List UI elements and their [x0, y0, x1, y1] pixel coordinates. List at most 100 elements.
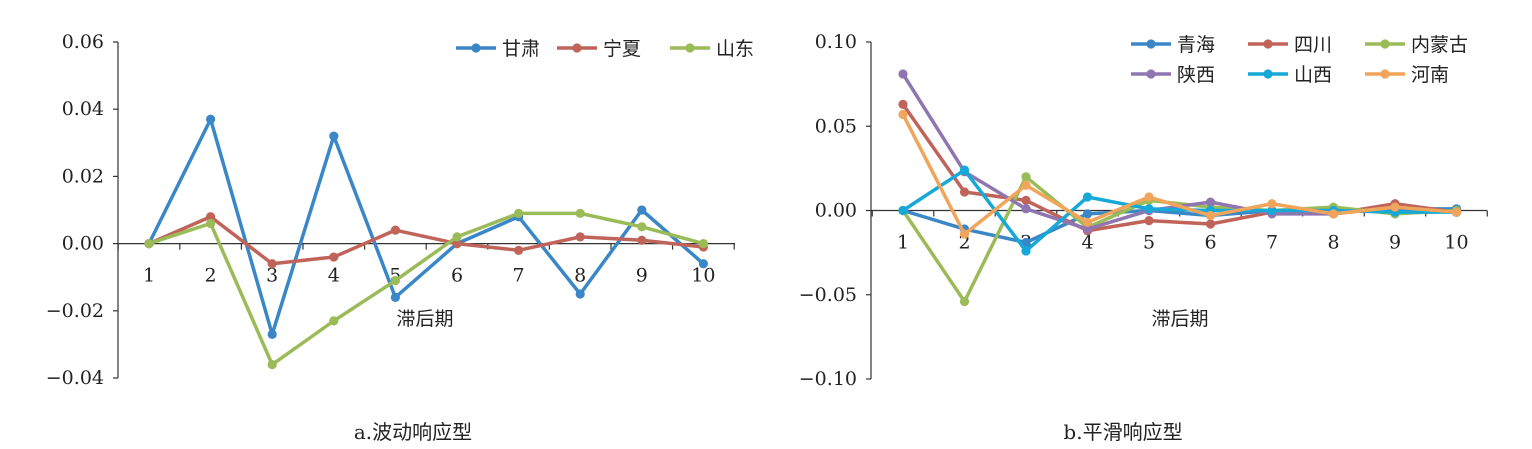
y-tick-label-b: 0.00: [815, 200, 857, 222]
data-point-b-4: [1021, 246, 1031, 256]
data-point-b-4: [1267, 205, 1277, 216]
data-point-b-3: [898, 69, 908, 79]
data-point-b-4: [959, 165, 970, 175]
caption-a: a.波动响应型: [354, 420, 472, 444]
series-line-a-0: [147, 117, 705, 337]
y-tick-label-b: −0.10: [799, 368, 857, 390]
x-tick-label-b: 6: [1204, 232, 1216, 254]
x-axis-title-a: 滞后期: [396, 308, 453, 330]
data-point-b-5: [1390, 202, 1400, 212]
legend-label-b-0: 青海: [1177, 34, 1215, 56]
data-point-b-2: [1021, 172, 1031, 182]
x-tick-label-b: 5: [1143, 232, 1155, 254]
x-tick-label-a: 6: [451, 265, 463, 287]
x-axis-title-b: 滞后期: [1151, 308, 1208, 330]
data-point-b-0: [1021, 237, 1031, 248]
data-point-a-2: [390, 275, 400, 286]
data-point-b-4: [1082, 192, 1093, 202]
data-point-b-5: [1205, 210, 1216, 221]
data-point-b-1: [898, 99, 908, 109]
legend-label-a-2: 山东: [716, 38, 754, 60]
legend-label-b-3: 陕西: [1177, 64, 1215, 86]
y-tick-label-a: 0.04: [62, 98, 104, 120]
x-tick-label-b: 4: [1081, 232, 1093, 254]
y-tick-label-a: −0.02: [46, 300, 104, 322]
data-point-a-2: [637, 222, 647, 232]
chart-panel-b: b.平滑响应型 滞后期 −0.10−0.050.000.050.10123456…: [799, 31, 1488, 444]
data-point-b-3: [1205, 197, 1216, 207]
data-point-a-0: [575, 289, 585, 299]
x-tick-label-b: 10: [1444, 232, 1468, 254]
data-point-b-2: [959, 296, 970, 307]
data-point-a-0: [390, 292, 400, 302]
legend-marker-a-2: [685, 43, 695, 53]
data-point-b-5: [1082, 217, 1093, 227]
legend-label-b-4: 山西: [1294, 64, 1332, 86]
legend-marker-b-0: [1146, 39, 1156, 49]
legend-label-b-5: 河南: [1411, 64, 1449, 86]
legend-label-b-2: 内蒙古: [1411, 34, 1468, 56]
legend-label-a-0: 甘肃: [502, 38, 540, 60]
data-point-b-3: [1082, 224, 1093, 234]
x-tick-label-a: 3: [266, 265, 278, 287]
data-point-a-1: [267, 259, 277, 269]
x-tick-label-a: 2: [205, 265, 217, 287]
y-tick-label-b: 0.10: [815, 31, 857, 53]
data-point-b-5: [1451, 207, 1462, 217]
data-point-a-2: [144, 239, 154, 249]
data-point-a-1: [637, 235, 647, 245]
data-point-a-0: [206, 114, 216, 124]
series-line-b-0: [902, 207, 1457, 245]
data-point-a-2: [206, 218, 216, 229]
data-point-b-1: [1144, 216, 1154, 226]
x-tick-label-b: 1: [897, 232, 909, 254]
chart-panel-a: a.波动响应型 滞后期 −0.04 −0.02 0.00 0.02 0.04 0.06 1 2…: [46, 31, 754, 444]
data-point-a-1: [575, 232, 585, 242]
legend-label-a-1: 宁夏: [603, 38, 641, 60]
caption-b: b.平滑响应型: [1063, 420, 1182, 444]
data-point-b-5: [1328, 209, 1339, 219]
y-tick-label-a: 0.06: [62, 31, 104, 53]
data-point-b-5: [1021, 180, 1031, 190]
data-point-b-5: [959, 229, 970, 239]
x-tick-label-b: 9: [1389, 232, 1401, 254]
data-point-b-3: [1021, 204, 1031, 214]
legend-marker-a-0: [471, 43, 481, 53]
legend-marker-b-1: [1263, 39, 1273, 49]
data-point-a-2: [452, 232, 462, 242]
data-point-b-4: [1144, 204, 1154, 214]
data-point-b-1: [959, 187, 970, 197]
x-tick-label-b: 8: [1327, 232, 1339, 254]
data-point-a-2: [698, 239, 709, 249]
y-tick-label-b: −0.05: [799, 284, 857, 306]
y-tick-label-a: −0.04: [46, 367, 104, 389]
legend-marker-b-2: [1380, 39, 1390, 49]
data-point-a-0: [698, 259, 709, 269]
data-point-a-2: [575, 208, 585, 218]
data-point-b-1: [1205, 219, 1216, 229]
series-line-a-1: [148, 214, 704, 266]
data-point-b-5: [1267, 199, 1277, 209]
x-tick-label-a: 9: [636, 265, 648, 287]
series-line-b-5: [901, 113, 1457, 236]
x-tick-label-a: 10: [691, 265, 715, 287]
data-point-a-0: [329, 131, 339, 141]
legend-marker-b-3: [1146, 69, 1156, 79]
data-point-a-0: [267, 329, 277, 339]
x-tick-label-a: 8: [574, 265, 586, 287]
data-point-b-4: [898, 205, 908, 216]
x-tick-label-a: 1: [143, 265, 155, 287]
legend-marker-b-4: [1263, 69, 1273, 79]
y-tick-label-b: 0.05: [815, 115, 857, 137]
data-point-a-1: [390, 225, 400, 235]
data-point-b-1: [1021, 195, 1031, 205]
data-point-a-1: [452, 239, 462, 249]
x-tick-label-b: 7: [1266, 232, 1278, 254]
data-point-a-1: [514, 245, 524, 255]
data-point-b-5: [898, 109, 908, 120]
legend-label-b-1: 四川: [1294, 34, 1332, 56]
data-point-a-0: [637, 205, 647, 215]
y-tick-label-a: 0.02: [62, 165, 104, 187]
data-point-a-2: [267, 359, 277, 370]
